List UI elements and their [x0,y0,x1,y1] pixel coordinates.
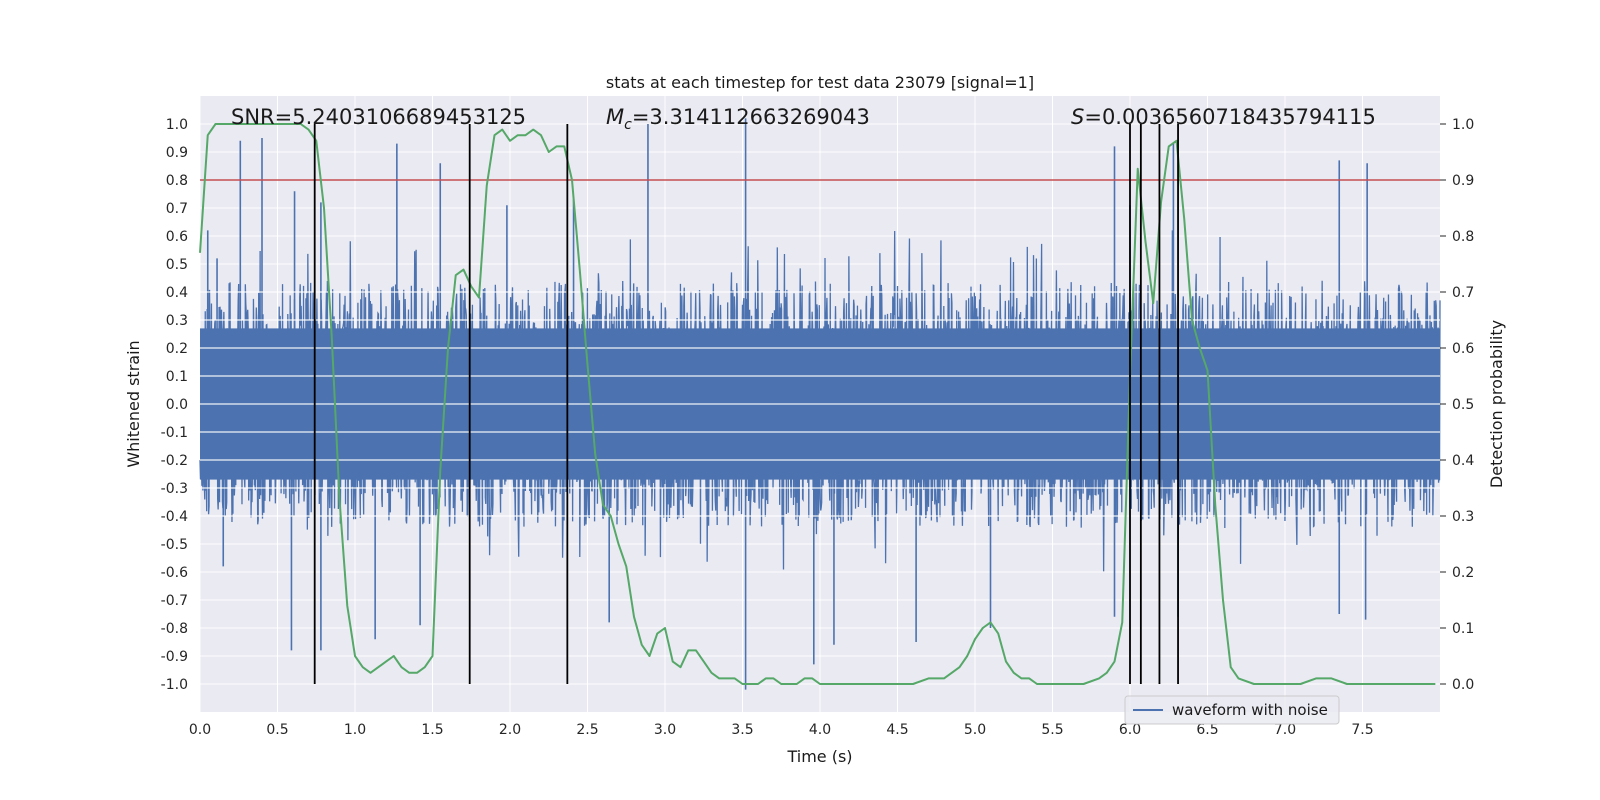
y-tick-label: 0.8 [166,173,188,189]
x-tick-label: 7.0 [1274,722,1296,738]
y-tick-label: -0.7 [161,593,188,609]
x-tick-label: 0.5 [266,722,288,738]
x-tick-label: 4.0 [809,722,831,738]
y-right-tick-label: 0.5 [1452,397,1474,413]
legend-box [1124,695,1340,725]
x-tick-label: 3.5 [731,722,753,738]
x-tick-label: 5.5 [1041,722,1063,738]
y-tick-label: 0.6 [166,229,188,245]
mc-subscript: c [624,117,632,133]
y-tick-label: 1.0 [166,117,188,133]
legend: waveform with noise [1124,695,1340,725]
detection-probability-series [199,123,1436,685]
y-tick-label: 0.4 [166,285,188,301]
y-right-tick-label: 0.2 [1452,565,1474,581]
y-right-tick-label: 0.3 [1452,509,1474,525]
x-tick-label: 4.5 [886,722,908,738]
y-tick-label: 0.0 [166,397,188,413]
x-axis-ticks: 0.0 0.5 1.0 1.5 2.0 2.5 3.0 3.5 4.0 4.5 5.0 5.5 6.0 6… [189,722,1374,738]
y-axis-right-ticks: 1.0 0.9 0.8 0.7 0.6 0.5 0.4 0.3 0.2 0.1 0.0 [1440,117,1474,693]
x-tick-label: 3.0 [654,722,676,738]
y-tick-label: 0.5 [166,257,188,273]
chart-title: stats at each timestep for test data 230… [606,73,1034,92]
x-tick-label: 7.5 [1351,722,1373,738]
y-tick-label: -0.4 [161,509,188,525]
x-tick-label: 6.5 [1196,722,1218,738]
y-axis-ticks: 1.0 0.9 0.8 0.7 0.6 0.5 0.4 0.3 0.2 0.1 0.0 -0.1 -0.… [161,117,188,693]
waveform-with-noise-series [199,118,1441,690]
detection-probability-line [199,123,1436,685]
x-axis-label: Time (s) [786,747,852,766]
y-tick-label: -0.8 [161,621,188,637]
vertical-markers [313,124,1179,684]
y-tick-label: -0.5 [161,537,188,553]
x-tick-label: 0.0 [189,722,211,738]
y-tick-label: -0.1 [161,425,188,441]
y-tick-label: 0.2 [166,341,188,357]
y-tick-label: 0.7 [166,201,188,217]
snr-annotation: SNR=5.2403106689453125 [231,105,526,129]
s-annotation: S=0.0036560718435794115 [1071,105,1376,129]
x-tick-label: 1.0 [344,722,366,738]
annotations: SNR=5.2403106689453125 Mc=3.314112663269… [231,105,1376,133]
legend-label: waveform with noise [1172,701,1328,719]
y-right-tick-label: 0.4 [1452,453,1474,469]
y-tick-label: -0.3 [161,481,188,497]
y-right-tick-label: 0.1 [1452,621,1474,637]
x-tick-label: 1.5 [421,722,443,738]
x-tick-label: 5.0 [964,722,986,738]
y-right-tick-label: 1.0 [1452,117,1474,133]
y-axis-right-label: Detection probability [1487,320,1506,488]
y-tick-label: -0.6 [161,565,188,581]
y-right-tick-label: 0.6 [1452,341,1474,357]
s-value: =0.0036560718435794115 [1084,105,1376,129]
y-tick-label: -0.2 [161,453,188,469]
y-right-tick-label: 0.8 [1452,229,1474,245]
s-symbol: S [1071,105,1084,129]
y-tick-label: 0.9 [166,145,188,161]
x-tick-label: 2.5 [576,722,598,738]
y-tick-label: 0.3 [166,313,188,329]
mc-annotation: Mc=3.314112663269043 [606,105,870,133]
y-axis-label: Whitened strain [124,340,143,467]
x-tick-label: 2.0 [499,722,521,738]
y-right-tick-label: 0.7 [1452,285,1474,301]
y-tick-label: -0.9 [161,649,188,665]
y-right-tick-label: 0.0 [1452,677,1474,693]
y-tick-label: -1.0 [161,677,188,693]
mc-symbol: M [606,105,624,129]
x-tick-label: 6.0 [1119,722,1141,738]
mc-value: =3.314112663269043 [632,105,870,129]
y-tick-label: 0.1 [166,369,188,385]
y-right-tick-label: 0.9 [1452,173,1474,189]
